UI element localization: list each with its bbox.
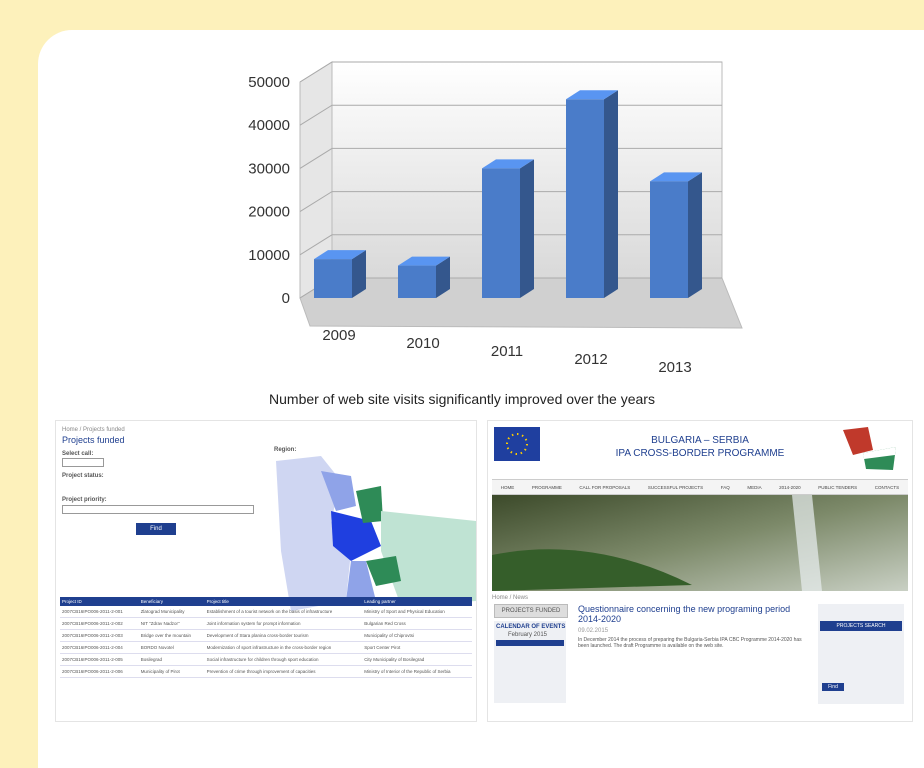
table-cell: Bridge over the mountain bbox=[139, 630, 205, 642]
find-button[interactable]: Find bbox=[136, 523, 176, 535]
table-cell: Bosilegrad bbox=[139, 654, 205, 666]
article-text: In December 2014 the process of preparin… bbox=[578, 637, 808, 649]
table-cell: Ministry of Sport and Physical Education bbox=[362, 606, 472, 618]
table-cell: Prevention of crime through improvement … bbox=[205, 666, 363, 678]
table-cell: NIT "Zdrav Nadzor" bbox=[139, 618, 205, 630]
select[interactable] bbox=[62, 458, 104, 467]
search-button[interactable]: Find bbox=[822, 683, 844, 691]
table-cell: 2007CB16IPO006-2011-2-005 bbox=[60, 654, 139, 666]
nav-item[interactable]: PROGRAMME bbox=[532, 485, 562, 490]
label: Select call: bbox=[62, 451, 93, 457]
table-cell: Zlatograd Municipality bbox=[139, 606, 205, 618]
table-cell: Municipality of Chiprovtsi bbox=[362, 630, 472, 642]
nav-item[interactable]: HOME bbox=[501, 485, 515, 490]
nav-item[interactable]: PUBLIC TENDERS bbox=[818, 485, 857, 490]
x-tick-label: 2011 bbox=[491, 343, 523, 360]
x-tick-label: 2012 bbox=[574, 351, 607, 368]
bar bbox=[566, 99, 604, 298]
article-title: Questionnaire concerning the new program… bbox=[578, 604, 808, 624]
table-cell: 2007CB16IPO006-2011-2-003 bbox=[60, 630, 139, 642]
calendar-head bbox=[496, 640, 564, 646]
article-date: 09.02.2015 bbox=[578, 628, 608, 634]
table-cell: Bulgarian Red Cross bbox=[362, 618, 472, 630]
x-tick-label: 2009 bbox=[322, 327, 355, 344]
bar-side bbox=[520, 159, 534, 298]
bar-side bbox=[688, 172, 702, 298]
table-cell: Sport Center Pirot bbox=[362, 642, 472, 654]
bar-chart: 0 10000 20000 30000 40000 50000 2009 2010 2011 20… bbox=[0, 0, 924, 390]
table-cell: 2007CB16IPO006-2011-2-002 bbox=[60, 618, 139, 630]
y-tick-label: 0 bbox=[282, 290, 290, 307]
map-region bbox=[356, 486, 383, 523]
bar bbox=[314, 259, 352, 298]
table-cell: Development of Stara planina cross-borde… bbox=[205, 630, 363, 642]
nav-item[interactable]: FAQ bbox=[721, 485, 730, 490]
nav-item[interactable]: MEDIA bbox=[747, 485, 761, 490]
table-row: 2007CB16IPO006-2011-2-001Zlatograd Munic… bbox=[60, 606, 472, 618]
header-cell: Project title bbox=[205, 597, 363, 606]
bar bbox=[650, 181, 688, 298]
table-cell: City Municipality of Bosilegrad bbox=[362, 654, 472, 666]
table-cell: Social infrastructure for children throu… bbox=[205, 654, 363, 666]
y-tick-label: 20000 bbox=[248, 204, 290, 221]
title: Projects funded bbox=[62, 435, 125, 445]
table-cell: Joint information system for prompt info… bbox=[205, 618, 363, 630]
projects-button[interactable]: PROJECTS FUNDED bbox=[494, 604, 568, 618]
bar-side bbox=[604, 90, 618, 298]
table-cell: 2007CB16IPO006-2011-2-004 bbox=[60, 642, 139, 654]
x-tick-label: 2010 bbox=[406, 335, 439, 352]
map-region bbox=[366, 556, 401, 586]
header-cell: Leading partner bbox=[362, 597, 472, 606]
breadcrumb: Home / News bbox=[492, 595, 528, 601]
table-cell: 2007CB16IPO006-2011-2-001 bbox=[60, 606, 139, 618]
region-map bbox=[271, 451, 476, 611]
header-photo bbox=[492, 495, 908, 591]
table-cell: Municipality of Pirot bbox=[139, 666, 205, 678]
y-tick-label: 10000 bbox=[248, 247, 290, 264]
search-title: PROJECTS SEARCH bbox=[820, 621, 902, 631]
table-row: 2007CB16IPO006-2011-2-006Municipality of… bbox=[60, 666, 472, 678]
calendar-month: February 2015 bbox=[508, 632, 547, 638]
nav-bar: HOME PROGRAMME CALL FOR PROPOSALS SUCCESSFU… bbox=[492, 479, 908, 495]
table-cell: Establishment of a tourist network on th… bbox=[205, 606, 363, 618]
page: {"chart_data": {"type": "bar", "categori… bbox=[0, 0, 924, 768]
y-tick-label: 50000 bbox=[248, 74, 290, 91]
nav-item[interactable]: 2014-2020 bbox=[779, 485, 801, 490]
table-cell: 2007CB16IPO006-2011-2-006 bbox=[60, 666, 139, 678]
label: Project priority: bbox=[62, 497, 107, 503]
bar bbox=[482, 168, 520, 298]
breadcrumb: Home / Projects funded bbox=[62, 427, 125, 433]
header-cell: Beneficiary bbox=[139, 597, 205, 606]
y-tick-label: 30000 bbox=[248, 160, 290, 177]
logo-shape bbox=[843, 427, 873, 455]
select[interactable] bbox=[62, 505, 254, 514]
label: Project status: bbox=[62, 473, 104, 479]
x-tick-label: 2013 bbox=[658, 359, 691, 376]
nav-item[interactable]: CALL FOR PROPOSALS bbox=[579, 485, 630, 490]
header-cell: Project ID bbox=[60, 597, 139, 606]
calendar-title: CALENDAR OF EVENTS bbox=[496, 624, 565, 630]
nav-item[interactable]: CONTACTS bbox=[875, 485, 899, 490]
table-cell: Ministry of Interior of the Republic of … bbox=[362, 666, 472, 678]
left-screenshot: Home / Projects funded Projects funded S… bbox=[55, 420, 477, 722]
table-cell: Modernization of sport infrastructure in… bbox=[205, 642, 363, 654]
caption: Number of web site visits significantly … bbox=[0, 391, 924, 407]
bar bbox=[398, 266, 436, 298]
nav-item[interactable]: SUCCESSFUL PROJECTS bbox=[648, 485, 703, 490]
logo-map bbox=[838, 425, 898, 473]
chart-root: 0 10000 20000 30000 40000 50000 2009 2010 2011 20… bbox=[248, 62, 742, 376]
right-screenshot: BULGARIA – SERBIA IPA CROSS-BORDER PROGR… bbox=[487, 420, 913, 722]
table-cell: BORDO Novotel bbox=[139, 642, 205, 654]
y-tick-label: 40000 bbox=[248, 117, 290, 134]
